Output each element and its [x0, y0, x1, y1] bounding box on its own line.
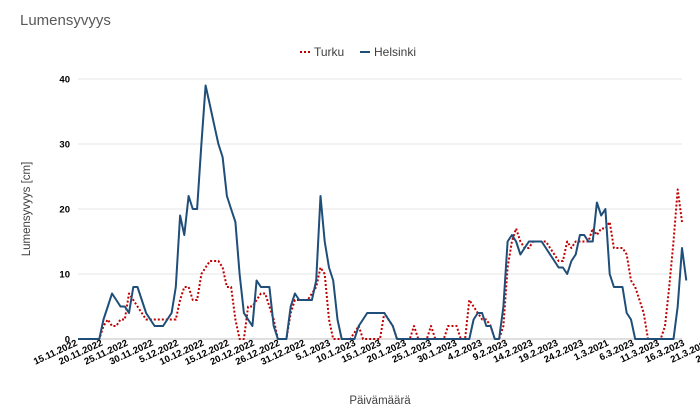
- chart-title: Lumensyvyys: [20, 12, 111, 29]
- y-tick-label: 40: [59, 75, 70, 86]
- y-tick-label: 20: [59, 205, 70, 216]
- legend-label-turku: Turku: [314, 45, 344, 59]
- y-tick-label: 30: [59, 140, 70, 151]
- x-axis-title: Päivämäärä: [349, 395, 411, 407]
- y-tick-label: 0: [65, 335, 70, 346]
- legend-label-helsinki: Helsinki: [374, 45, 416, 59]
- y-tick-label: 10: [59, 270, 70, 281]
- series-line-helsinki: [78, 84, 688, 340]
- y-axis-title: Lumensyvyys [cm]: [21, 162, 33, 257]
